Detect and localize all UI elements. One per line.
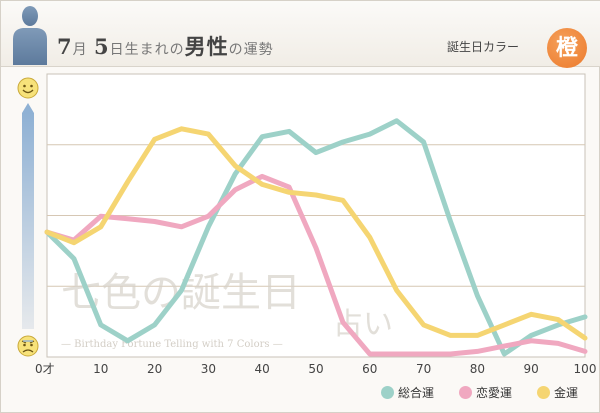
watermark-tagline: — Birthday Fortune Telling with 7 Colors… [61,339,283,350]
x-tick-label: 0才 [35,362,55,376]
male-silhouette-icon [13,6,47,65]
title-day-unit: 日生まれの [109,42,185,58]
x-axis-ticks: 0才 10 20 30 40 50 60 70 80 90 100 [35,362,596,376]
series-line-1 [44,118,588,357]
title-month-unit: 月 [72,42,88,58]
mood-gauge [17,77,39,357]
gauge-bar [22,113,34,329]
series-line-2 [44,173,588,357]
title-month: 7 [57,34,73,59]
legend-swatch [459,386,472,399]
x-tick-label: 90 [524,362,539,376]
series-line-3 [44,126,588,341]
x-tick-label: 20 [147,362,162,376]
legend-label: 金運 [554,386,579,400]
gridlines [47,144,585,287]
x-tick-label: 10 [93,362,108,376]
title-suffix: の運勢 [228,42,274,58]
legend-swatch [381,386,394,399]
smiley-face-icon [17,77,39,99]
x-tick-label: 60 [362,362,377,376]
title-day: 5 [94,34,110,59]
x-tick-label: 70 [416,362,431,376]
legend-item: 金運 [537,384,578,401]
legend: 総合運 恋愛運 金運 [1,384,600,404]
legend-item: 恋愛運 [459,384,512,401]
x-tick-label: 100 [574,362,597,376]
header: 7月 5日生まれの男性の運勢 誕生日カラー 橙 [1,1,600,68]
x-tick-label: 50 [308,362,323,376]
x-tick-label: 30 [201,362,216,376]
birth-color-badge: 橙 [547,28,587,68]
x-tick-label: 40 [255,362,270,376]
legend-label: 総合運 [398,386,435,400]
gauge-arrow [22,103,34,113]
x-tick-label: 80 [470,362,485,376]
birth-color-label: 誕生日カラー [447,40,520,54]
page-title: 7月 5日生まれの男性の運勢 [57,31,274,61]
series-lines [44,118,588,357]
worried-face-icon [17,335,39,357]
legend-swatch [537,386,550,399]
legend-label: 恋愛運 [476,386,513,400]
title-gender: 男性 [184,34,229,59]
legend-item: 総合運 [381,384,434,401]
